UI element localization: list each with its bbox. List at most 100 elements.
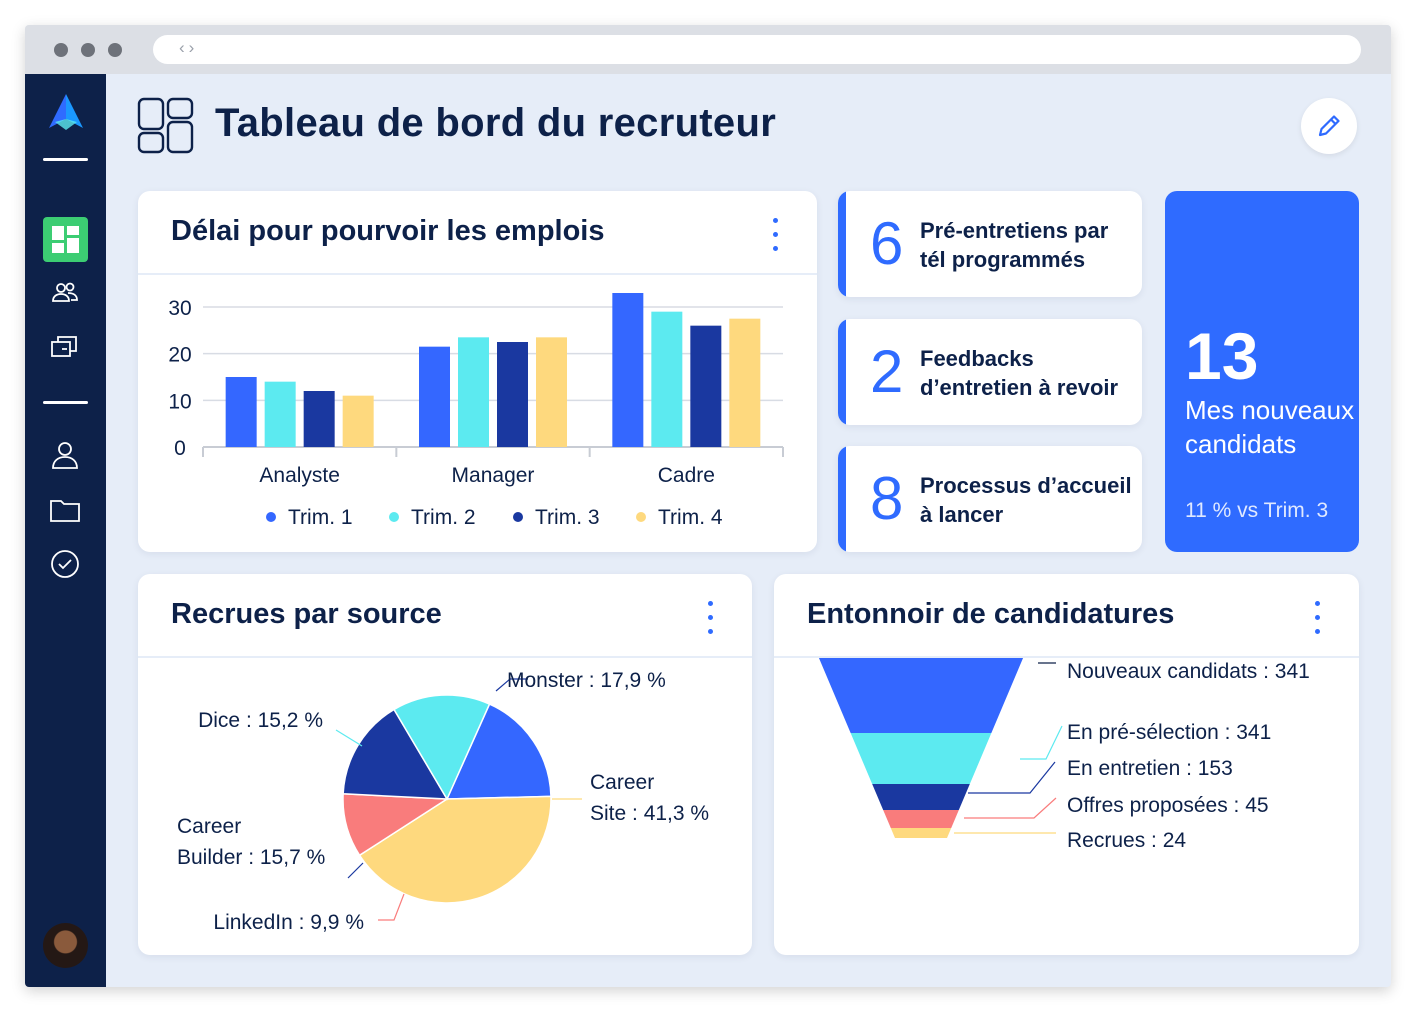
- application-funnel-card: Entonnoir de candidatures Nouveaux candi…: [774, 574, 1359, 955]
- funnel-label: Nouveaux candidats : 341: [1067, 660, 1310, 683]
- stat-value: 8: [870, 465, 904, 532]
- legend-swatch: [636, 512, 646, 522]
- bar-analyste-2: [264, 381, 296, 447]
- more-options-icon[interactable]: [773, 218, 779, 252]
- sidebar-separator: [43, 158, 88, 161]
- y-tick-label: 20: [168, 344, 191, 367]
- browser-window: ‹›: [25, 25, 1391, 987]
- user-icon[interactable]: [49, 439, 81, 471]
- more-options-icon[interactable]: [708, 601, 714, 635]
- funnel-segment-2: [850, 733, 992, 784]
- funnel-segment-5: [890, 828, 952, 838]
- card-title: Délai pour pourvoir les emplois: [171, 215, 605, 247]
- funnel-label: En entretien : 153: [1067, 757, 1233, 780]
- pencil-icon: [1318, 115, 1340, 137]
- y-tick-label: 10: [168, 390, 191, 413]
- stat-card-feedbacks[interactable]: 2 Feedbacks d’entretien à revoir: [838, 319, 1142, 425]
- leader-line: [347, 862, 364, 879]
- team-icon[interactable]: [49, 277, 81, 309]
- pie-slice-career-site: [358, 795, 552, 904]
- card-divider: [138, 273, 817, 275]
- pie-slice-dice: [393, 694, 491, 801]
- stat-label: Pré-entretiens par tél programmés: [920, 218, 1109, 272]
- check-circle-icon[interactable]: [49, 548, 81, 580]
- funnel-chart: Nouveaux candidats : 341 En pré-sélection…: [818, 658, 1310, 852]
- x-tick-label: Manager: [452, 464, 535, 487]
- stat-card-phone-screens[interactable]: 6 Pré-entretiens par tél programmés: [838, 191, 1142, 297]
- bar-cadre-4: [729, 318, 761, 447]
- bar-cadre-2: [651, 311, 683, 447]
- legend-label: Trim. 1: [288, 506, 353, 529]
- sidebar-item-dashboard[interactable]: [43, 217, 88, 262]
- window-dot-close[interactable]: [54, 43, 68, 57]
- y-tick-label: 0: [174, 437, 186, 460]
- pie-label-monster: Monster : 17,9 %: [507, 669, 666, 692]
- folder-icon[interactable]: [49, 494, 81, 526]
- stat-accent-bar: [838, 319, 846, 425]
- card-divider: [774, 656, 1359, 658]
- funnel-label: Recrues : 24: [1067, 829, 1186, 852]
- new-candidates-card[interactable]: 13 Mes nouveaux candidats 11 % vs Trim. …: [1165, 191, 1359, 552]
- window-dot-maximize[interactable]: [108, 43, 122, 57]
- bar-analyste-4: [342, 395, 374, 447]
- bar-cadre-3: [690, 325, 722, 447]
- bar-analyste-3: [303, 391, 335, 447]
- pie-label-career-builder: Career Builder : 15,7 %: [177, 815, 325, 869]
- new-candidates-value: 13: [1185, 319, 1259, 393]
- pie-label-linkedin: LinkedIn : 9,9 %: [213, 911, 364, 934]
- address-bar[interactable]: ‹›: [153, 35, 1361, 64]
- bar-cadre-1: [612, 293, 644, 447]
- bar-analyste-1: [225, 377, 257, 447]
- page-title: Tableau de bord du recruteur: [215, 101, 777, 145]
- bar-manager-4: [536, 337, 567, 447]
- funnel-segment-3: [872, 784, 970, 810]
- funnel-segment-4: [883, 810, 959, 828]
- leader-line: [1020, 725, 1063, 760]
- pie-slice-monster: [445, 703, 552, 800]
- legend-swatch: [513, 512, 523, 522]
- edit-button[interactable]: [1301, 98, 1357, 154]
- card-divider: [138, 656, 752, 658]
- dashboard-layout-icon: [137, 97, 194, 154]
- stat-label: Processus d’accueil à lancer: [920, 473, 1132, 527]
- browser-titlebar: ‹›: [25, 25, 1391, 74]
- legend-label: Trim. 4: [658, 506, 723, 529]
- stat-value: 2: [870, 338, 904, 405]
- card-title: Entonnoir de candidatures: [807, 598, 1175, 630]
- sidebar-separator: [43, 401, 88, 404]
- stat-label: Feedbacks d’entretien à revoir: [920, 346, 1119, 400]
- legend-swatch: [389, 512, 399, 522]
- code-icon: ‹›: [179, 38, 199, 57]
- leader-line: [378, 893, 405, 921]
- bar-manager-3: [497, 342, 528, 447]
- bar-chart: 0 10 20 30 Analyste Manager Cadre Trim. 1 Trim. …: [168, 293, 784, 529]
- leader-line: [335, 729, 363, 747]
- pie-label-career-site: Career Site : 41,3 %: [590, 771, 709, 825]
- app-logo[interactable]: [47, 92, 85, 132]
- card-title: Recrues par source: [171, 598, 442, 630]
- more-options-icon[interactable]: [1315, 601, 1321, 635]
- bar-manager-1: [419, 346, 450, 447]
- pie-chart: Monster : 17,9 % Career Site : 41,3 % Linke…: [177, 669, 709, 934]
- funnel-segment-1: [818, 658, 1024, 733]
- dashboard-icon: [52, 226, 79, 253]
- window-dot-minimize[interactable]: [81, 43, 95, 57]
- bar-manager-2: [458, 337, 489, 447]
- legend-label: Trim. 3: [535, 506, 600, 529]
- new-candidates-delta: 11 % vs Trim. 3: [1185, 499, 1329, 522]
- y-tick-label: 30: [168, 297, 191, 320]
- jobs-icon[interactable]: [49, 331, 81, 363]
- time-to-fill-card: Délai pour pourvoir les emplois 0 10 20 30 A…: [138, 191, 817, 552]
- funnel-label: En pré-sélection : 341: [1067, 721, 1271, 744]
- funnel-label: Offres proposées : 45: [1067, 794, 1269, 817]
- x-tick-label: Analyste: [259, 464, 340, 487]
- stat-card-onboarding[interactable]: 8 Processus d’accueil à lancer: [838, 446, 1142, 552]
- leader-line: [495, 678, 528, 692]
- stat-accent-bar: [838, 191, 846, 297]
- pie-label-dice: Dice : 15,2 %: [198, 709, 323, 732]
- leader-line: [964, 797, 1057, 819]
- legend-label: Trim. 2: [411, 506, 476, 529]
- hires-by-source-card: Recrues par source Monster : 17,9 % Caree…: [138, 574, 752, 955]
- avatar[interactable]: [43, 923, 88, 968]
- new-candidates-label: Mes nouveaux candidats: [1185, 395, 1355, 459]
